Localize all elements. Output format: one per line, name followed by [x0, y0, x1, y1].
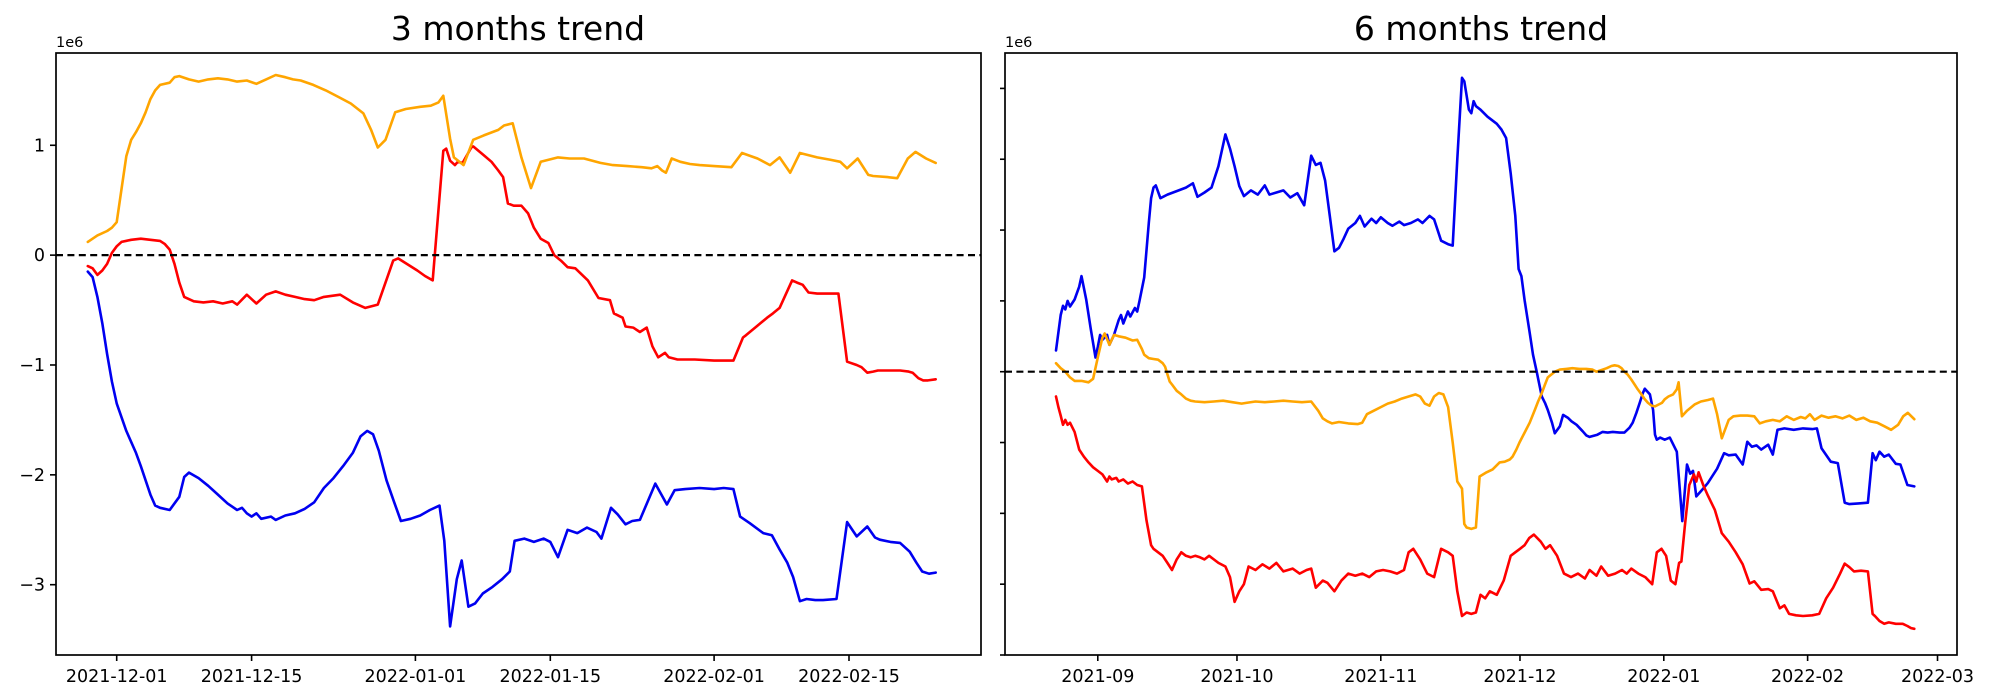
x-tick-label: 2022-03 — [1901, 667, 1974, 687]
series-orange-line — [86, 73, 938, 244]
x-axis-ticks: 2021-09 2021-10 2021-11 2021-12 2022-01 2022-… — [1061, 655, 1974, 687]
y-tick-label: −1 — [19, 356, 45, 376]
x-tick-label: 2022-01-01 — [365, 667, 467, 687]
x-axis-ticks: 2021-12-01 2021-12-15 2022-01-01 2022-01-15… — [66, 655, 900, 687]
series-red-line — [86, 145, 938, 382]
chart-title-6-months: 6 months trend — [1354, 9, 1608, 48]
x-tick-label: 2022-02-15 — [798, 667, 900, 687]
y-axis-ticks: 43210−1−2−3−4 — [1000, 87, 1005, 656]
x-tick-label: 2021-10 — [1200, 667, 1273, 687]
chart-svg-6-months: 6 months trend 1e6 2021-09 2021-10 2021-11… — [1000, 9, 1974, 687]
chart-title-3-months: 3 months trend — [391, 9, 645, 48]
series-blue-line — [86, 270, 938, 628]
x-tick-label: 2022-02-01 — [663, 667, 765, 687]
x-tick-label: 2021-12 — [1483, 667, 1556, 687]
y-tick-label: −3 — [19, 576, 45, 596]
series-red-line — [1054, 395, 1916, 631]
y-axis-offset-label: 1e6 — [1005, 35, 1032, 51]
x-tick-label: 2022-01 — [1627, 667, 1700, 687]
x-tick-label: 2022-02 — [1771, 667, 1844, 687]
chart-panel-6-months-trend: 6 months trend 1e6 2021-09 2021-10 2021-11… — [1000, 0, 2000, 700]
plot-spines — [55, 52, 982, 656]
x-tick-label: 2021-12-01 — [66, 667, 168, 687]
plot-area-6-months: 2021-09 2021-10 2021-11 2021-12 2022-01 2022-… — [1000, 52, 1974, 687]
x-tick-label: 2021-09 — [1061, 667, 1134, 687]
plot-area-3-months: 2021-12-01 2021-12-15 2022-01-01 2022-01-15… — [19, 52, 982, 687]
y-tick-label: −2 — [19, 466, 45, 486]
y-axis-ticks: 1 0 −1 −2 −3 — [19, 136, 56, 596]
x-tick-label: 2021-11 — [1344, 667, 1417, 687]
plot-spines — [1004, 52, 1958, 656]
series-lines — [1054, 76, 1916, 631]
y-axis-offset-label: 1e6 — [56, 35, 83, 51]
series-orange-line — [1054, 332, 1916, 531]
series-lines — [86, 73, 938, 628]
x-tick-label: 2022-01-15 — [499, 667, 601, 687]
x-tick-label: 2021-12-15 — [201, 667, 303, 687]
series-blue-line — [1054, 76, 1916, 523]
y-tick-label: 0 — [34, 246, 45, 266]
chart-panel-3-months-trend: 3 months trend 1e6 2021-12-01 2021-12-15 2… — [19, 9, 982, 687]
y-tick-label: 1 — [34, 136, 45, 156]
chart-svg-3-months: 3 months trend 1e6 2021-12-01 2021-12-15 2… — [19, 9, 982, 687]
